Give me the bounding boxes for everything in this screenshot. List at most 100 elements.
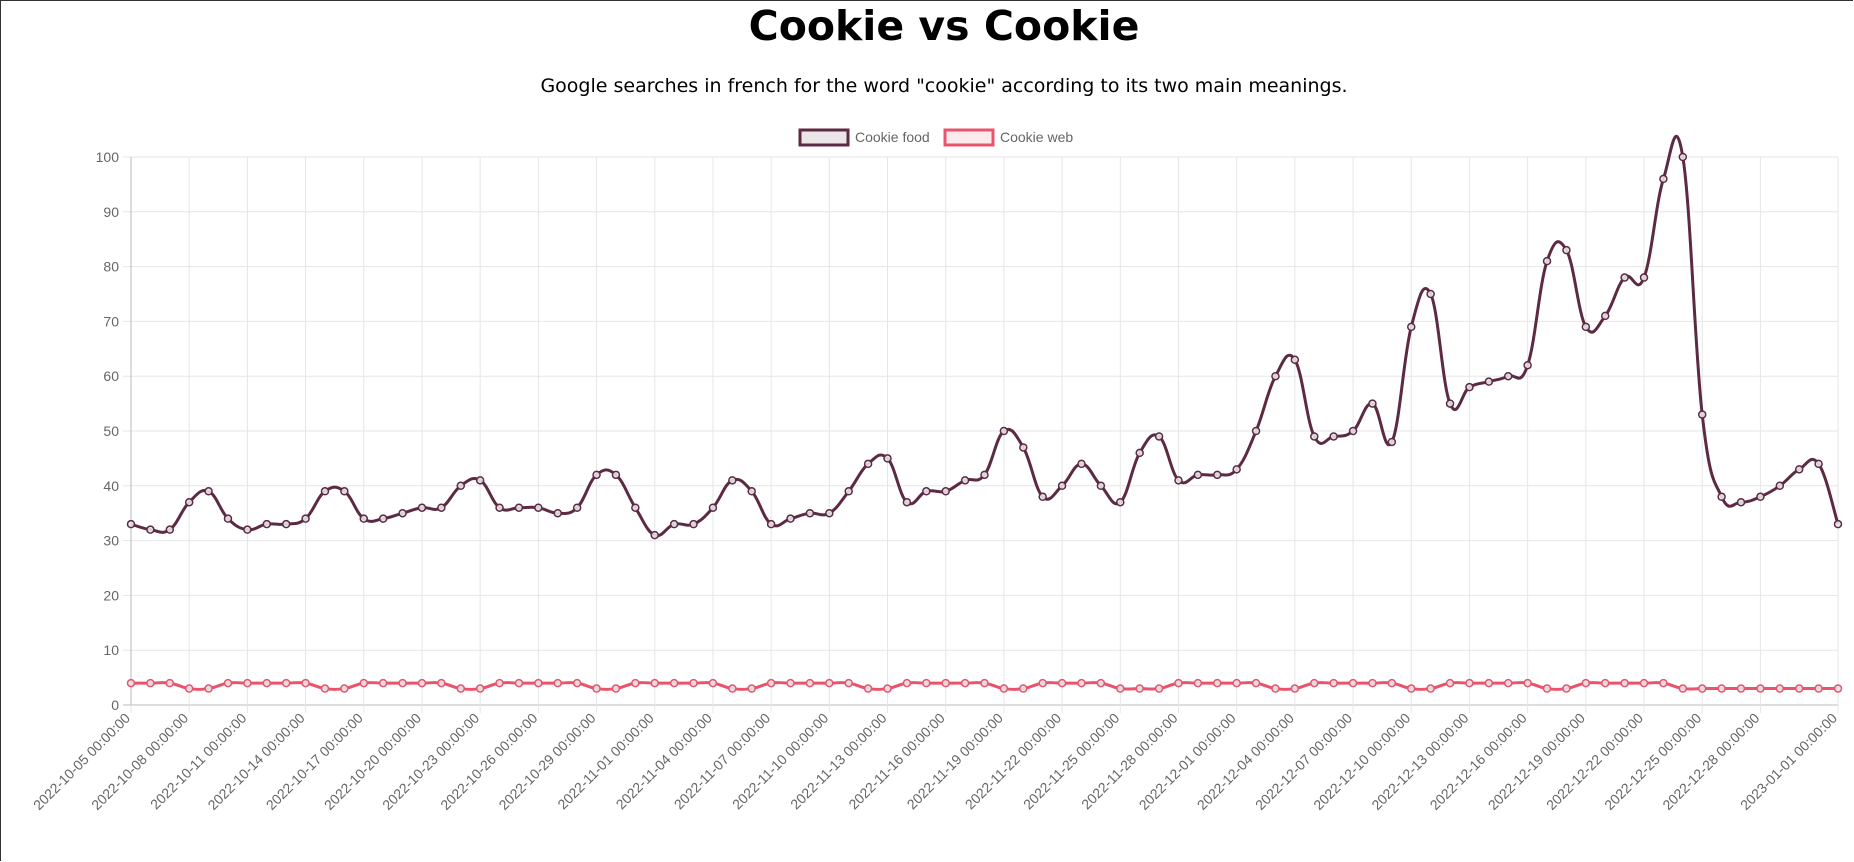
data-point-cookie-food[interactable] bbox=[1562, 245, 1571, 255]
data-point-cookie-food[interactable] bbox=[1077, 459, 1086, 469]
data-point-cookie-food[interactable] bbox=[1310, 432, 1319, 441]
data-point-cookie-web[interactable] bbox=[941, 678, 950, 688]
data-point-cookie-web[interactable] bbox=[1542, 684, 1552, 693]
data-point-cookie-food[interactable] bbox=[340, 487, 349, 496]
data-point-cookie-food[interactable] bbox=[902, 497, 912, 507]
data-point-cookie-web[interactable] bbox=[1213, 678, 1222, 688]
data-point-cookie-food[interactable] bbox=[1232, 465, 1241, 474]
data-point-cookie-food[interactable] bbox=[126, 519, 136, 529]
data-point-cookie-web[interactable] bbox=[1465, 678, 1474, 688]
data-point-cookie-food[interactable] bbox=[592, 470, 601, 480]
data-point-cookie-web[interactable] bbox=[398, 678, 407, 688]
data-point-cookie-web[interactable] bbox=[650, 678, 659, 688]
data-point-cookie-web[interactable] bbox=[1659, 678, 1668, 688]
data-point-cookie-food[interactable] bbox=[786, 514, 795, 523]
data-point-cookie-food[interactable] bbox=[378, 514, 388, 523]
data-point-cookie-web[interactable] bbox=[922, 678, 931, 688]
data-point-cookie-food[interactable] bbox=[417, 503, 427, 512]
data-point-cookie-food[interactable] bbox=[708, 503, 718, 512]
data-point-cookie-web[interactable] bbox=[1503, 678, 1513, 688]
data-point-cookie-web[interactable] bbox=[1484, 678, 1494, 688]
data-point-cookie-web[interactable] bbox=[1019, 684, 1028, 693]
data-point-cookie-food[interactable] bbox=[1523, 360, 1532, 370]
data-point-cookie-web[interactable] bbox=[359, 678, 369, 688]
data-point-cookie-food[interactable] bbox=[1329, 432, 1338, 441]
data-point-cookie-food[interactable] bbox=[1271, 371, 1280, 381]
data-point-cookie-web[interactable] bbox=[766, 678, 776, 688]
data-point-cookie-food[interactable] bbox=[1445, 399, 1455, 408]
data-point-cookie-web[interactable] bbox=[553, 678, 562, 688]
data-point-cookie-web[interactable] bbox=[126, 678, 136, 688]
data-point-cookie-food[interactable] bbox=[359, 514, 369, 523]
data-point-cookie-web[interactable] bbox=[1407, 684, 1416, 693]
data-point-cookie-web[interactable] bbox=[281, 678, 291, 688]
data-point-cookie-food[interactable] bbox=[922, 487, 931, 496]
data-point-cookie-food[interactable] bbox=[1116, 497, 1125, 507]
data-point-cookie-food[interactable] bbox=[883, 454, 892, 463]
data-point-cookie-food[interactable] bbox=[1503, 371, 1513, 381]
data-point-cookie-web[interactable] bbox=[999, 684, 1009, 693]
data-point-cookie-web[interactable] bbox=[825, 678, 834, 688]
data-point-cookie-food[interactable] bbox=[611, 470, 621, 480]
data-point-cookie-food[interactable] bbox=[1348, 426, 1358, 436]
data-point-cookie-web[interactable] bbox=[747, 684, 756, 693]
data-point-cookie-food[interactable] bbox=[572, 503, 582, 512]
data-point-cookie-food[interactable] bbox=[960, 476, 970, 485]
data-point-cookie-food[interactable] bbox=[1096, 481, 1106, 491]
legend-label-cookie-web[interactable]: Cookie web bbox=[1000, 129, 1073, 145]
data-point-cookie-food[interactable] bbox=[262, 519, 272, 529]
legend-label-cookie-food[interactable]: Cookie food bbox=[855, 129, 930, 145]
data-point-cookie-food[interactable] bbox=[184, 497, 194, 507]
data-point-cookie-food[interactable] bbox=[1659, 174, 1668, 184]
data-point-cookie-food[interactable] bbox=[1736, 497, 1746, 507]
data-point-cookie-web[interactable] bbox=[1523, 678, 1532, 688]
data-point-cookie-web[interactable] bbox=[1756, 684, 1765, 693]
data-point-cookie-food[interactable] bbox=[1639, 273, 1649, 282]
data-point-cookie-web[interactable] bbox=[805, 678, 815, 688]
data-point-cookie-web[interactable] bbox=[1620, 678, 1629, 688]
data-point-cookie-food[interactable] bbox=[1465, 382, 1474, 392]
data-point-cookie-food[interactable] bbox=[146, 525, 155, 534]
data-point-cookie-web[interactable] bbox=[902, 678, 912, 688]
data-point-cookie-web[interactable] bbox=[1290, 684, 1300, 693]
data-point-cookie-food[interactable] bbox=[1019, 443, 1028, 452]
data-point-cookie-food[interactable] bbox=[495, 503, 504, 512]
data-point-cookie-food[interactable] bbox=[631, 503, 640, 512]
data-point-cookie-food[interactable] bbox=[1581, 322, 1591, 332]
data-point-cookie-food[interactable] bbox=[650, 530, 659, 540]
data-point-cookie-web[interactable] bbox=[1310, 678, 1319, 688]
data-point-cookie-food[interactable] bbox=[1697, 410, 1707, 419]
data-point-cookie-web[interactable] bbox=[1096, 678, 1106, 688]
data-point-cookie-web[interactable] bbox=[1445, 678, 1455, 688]
data-point-cookie-web[interactable] bbox=[514, 678, 524, 688]
data-point-cookie-food[interactable] bbox=[165, 525, 175, 534]
data-point-cookie-web[interactable] bbox=[1600, 678, 1610, 688]
data-point-cookie-web[interactable] bbox=[708, 678, 718, 688]
data-point-cookie-web[interactable] bbox=[223, 678, 233, 688]
data-point-cookie-web[interactable] bbox=[1251, 678, 1261, 688]
data-point-cookie-food[interactable] bbox=[475, 476, 485, 485]
data-point-cookie-web[interactable] bbox=[262, 678, 272, 688]
data-point-cookie-food[interactable] bbox=[999, 426, 1009, 436]
legend-swatch-cookie-web[interactable] bbox=[943, 128, 995, 147]
data-point-cookie-food[interactable] bbox=[1833, 519, 1843, 529]
data-point-cookie-web[interactable] bbox=[1368, 678, 1377, 688]
data-point-cookie-food[interactable] bbox=[553, 508, 562, 518]
data-point-cookie-food[interactable] bbox=[728, 476, 737, 485]
data-point-cookie-web[interactable] bbox=[1697, 684, 1707, 693]
data-point-cookie-web[interactable] bbox=[1736, 684, 1746, 693]
data-point-cookie-web[interactable] bbox=[883, 684, 892, 693]
data-point-cookie-food[interactable] bbox=[534, 503, 543, 512]
data-point-cookie-web[interactable] bbox=[301, 678, 310, 688]
data-point-cookie-food[interactable] bbox=[1620, 273, 1629, 282]
data-point-cookie-food[interactable] bbox=[941, 487, 950, 496]
data-point-cookie-food[interactable] bbox=[204, 487, 213, 496]
data-point-cookie-web[interactable] bbox=[146, 678, 155, 688]
legend-swatch-cookie-food[interactable] bbox=[798, 128, 850, 147]
data-point-cookie-food[interactable] bbox=[1600, 311, 1610, 321]
data-point-cookie-web[interactable] bbox=[534, 678, 543, 688]
data-point-cookie-web[interactable] bbox=[1271, 684, 1280, 693]
data-point-cookie-food[interactable] bbox=[1135, 448, 1144, 458]
data-point-cookie-web[interactable] bbox=[863, 684, 873, 693]
data-point-cookie-food[interactable] bbox=[1193, 470, 1203, 480]
